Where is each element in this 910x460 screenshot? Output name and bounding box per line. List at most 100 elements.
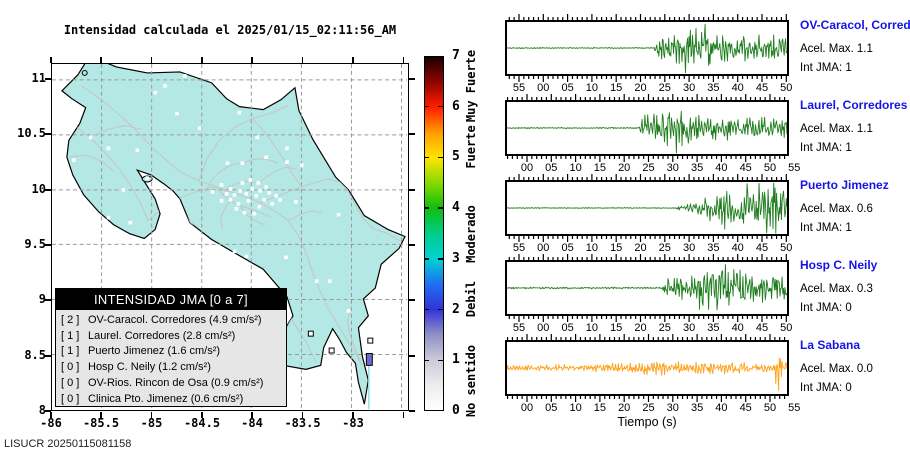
map-axis-tick bbox=[45, 299, 51, 301]
x-axis-tick-label: -83.5 bbox=[284, 416, 321, 430]
map-axis-tick bbox=[150, 411, 153, 418]
seismogram-tick-label: 35 bbox=[690, 402, 704, 414]
seismogram-tick-label: 50 bbox=[780, 242, 793, 254]
map-axis-tick bbox=[251, 57, 253, 63]
seismogram-tick-label: 55 bbox=[512, 242, 526, 254]
station-marker bbox=[255, 135, 260, 140]
x-axis-tick-label: -84.5 bbox=[183, 416, 221, 430]
map-axis-tick bbox=[150, 57, 153, 63]
seismogram-tick-label: 00 bbox=[537, 242, 550, 254]
seismogram-tick-label: 20 bbox=[634, 242, 647, 254]
seismogram-trace bbox=[506, 182, 788, 234]
legend-box: INTENSIDAD JMA [0 a 7] [ 2 ] OV-Caracol. … bbox=[55, 288, 287, 407]
station-marker bbox=[285, 146, 289, 151]
station-marker bbox=[248, 178, 253, 182]
map-axis-tick bbox=[352, 57, 354, 63]
station-marker bbox=[219, 199, 224, 203]
station-marker bbox=[224, 192, 229, 196]
seismogram-tick-label: 30 bbox=[682, 242, 696, 254]
seismogram-tick-label: 50 bbox=[780, 322, 793, 334]
seismogram-tick-label: 25 bbox=[658, 322, 671, 334]
x-axis-tick-label: -84 bbox=[241, 416, 263, 430]
colorbar-category-label: Fuerte bbox=[464, 125, 478, 169]
colorbar-gradient bbox=[424, 56, 444, 411]
acceleration-label: Acel. Max. 1.1 bbox=[800, 43, 873, 55]
seismogram-plot bbox=[506, 182, 788, 234]
acceleration-label: Acel. Max. 1.1 bbox=[800, 123, 873, 135]
station-marker bbox=[121, 188, 126, 192]
seismogram-tick-label: 20 bbox=[618, 162, 631, 174]
seismogram-tick-label: 10 bbox=[569, 402, 582, 414]
map-axis-tick bbox=[352, 411, 354, 418]
seismogram-tick-label: 25 bbox=[642, 162, 655, 174]
map-axis-tick bbox=[409, 78, 415, 80]
station-marker bbox=[252, 211, 257, 216]
colorbar-tick bbox=[424, 207, 429, 209]
seismogram-panel bbox=[505, 20, 789, 76]
colorbar-category-label: Debil bbox=[464, 281, 478, 318]
legend-intensity-value: [ 1 ] bbox=[61, 329, 80, 342]
station-marker bbox=[228, 198, 233, 202]
intensity-label: Int JMA: 1 bbox=[800, 62, 852, 74]
intensity-label: Int JMA: 0 bbox=[800, 302, 852, 314]
seismogram-tick-label: 25 bbox=[658, 82, 671, 94]
seismogram-axis-ticks bbox=[506, 396, 786, 402]
seismogram-trace bbox=[506, 263, 788, 311]
seismogram-tick-label: 10 bbox=[569, 162, 582, 174]
seismogram-tick-label: 55 bbox=[512, 82, 526, 94]
station-marker bbox=[246, 199, 251, 203]
station-marker bbox=[257, 204, 262, 209]
map-axis-tick bbox=[251, 411, 253, 418]
seismogram-tick-label: 30 bbox=[682, 82, 696, 94]
seismogram-tick-label: 05 bbox=[545, 402, 558, 414]
colorbar-tick-label: 4 bbox=[452, 200, 460, 216]
y-axis-tick-label: 10.5 bbox=[17, 126, 46, 140]
y-axis-tick-label: 11 bbox=[31, 71, 46, 85]
station-marker bbox=[327, 279, 332, 283]
seismogram-tick-label: 10 bbox=[585, 242, 599, 254]
colorbar-tick-label: 6 bbox=[452, 98, 460, 114]
legend-item: [ 0 ] OV-Rios. Rincon de Osa (0.9 cm/s²) bbox=[61, 376, 286, 392]
station-marker bbox=[106, 146, 111, 151]
legend-station-label: Puerto Jimenez (1.6 cm/s²) bbox=[88, 345, 221, 358]
seismogram-axis-ticks bbox=[508, 76, 787, 82]
station-marker bbox=[72, 158, 76, 162]
station-marker bbox=[128, 220, 133, 225]
map-axis-tick bbox=[409, 133, 415, 135]
map-axis-tick bbox=[45, 189, 51, 191]
seismogram-tick-label: 10 bbox=[585, 322, 599, 334]
legend-station-label: OV-Rios. Rincon de Osa (0.9 cm/s²) bbox=[88, 376, 264, 389]
x-axis-tick-label: -86 bbox=[40, 416, 62, 430]
seismogram-tick-label: 45 bbox=[755, 322, 769, 334]
seismogram-tick-label: 40 bbox=[731, 82, 744, 94]
seismogram-plot bbox=[506, 110, 788, 154]
seismogram-tick-label: 45 bbox=[755, 242, 769, 254]
map-axis-tick bbox=[402, 411, 405, 418]
colorbar-category-label: Moderado bbox=[464, 204, 478, 263]
legend-item: [ 2 ] OV-Caracol. Corredores (4.9 cm/s²) bbox=[61, 313, 286, 329]
seismogram-tick-label: 10 bbox=[585, 82, 599, 94]
station-marker bbox=[88, 135, 93, 140]
seismogram-tick-label: 15 bbox=[593, 162, 607, 174]
seismogram-tick-label: 20 bbox=[618, 402, 631, 414]
seismogram-tick-label: 35 bbox=[690, 162, 704, 174]
colorbar-tick bbox=[424, 258, 429, 260]
seismogram-tick-label: 35 bbox=[707, 82, 720, 94]
station-marker bbox=[264, 155, 268, 159]
colorbar-tick bbox=[438, 258, 443, 260]
station-marker bbox=[244, 192, 249, 196]
seismogram-tick-label: 45 bbox=[739, 402, 752, 414]
map-axis-tick bbox=[45, 244, 51, 246]
map-axis-tick bbox=[301, 57, 304, 63]
seismogram-tick-label: 50 bbox=[780, 82, 793, 94]
seismogram-tick-label: 45 bbox=[739, 162, 752, 174]
station-marker bbox=[175, 220, 179, 225]
station-marker bbox=[163, 84, 167, 88]
island-bolanos bbox=[81, 69, 88, 76]
seismogram-tick-label: 25 bbox=[642, 402, 655, 414]
station-marker bbox=[244, 254, 249, 259]
legend-station-label: Hosp C. Neily (1.2 cm/s²) bbox=[88, 361, 211, 374]
x-axis-tick-label: -85.5 bbox=[82, 416, 120, 430]
station-marker bbox=[346, 309, 351, 313]
